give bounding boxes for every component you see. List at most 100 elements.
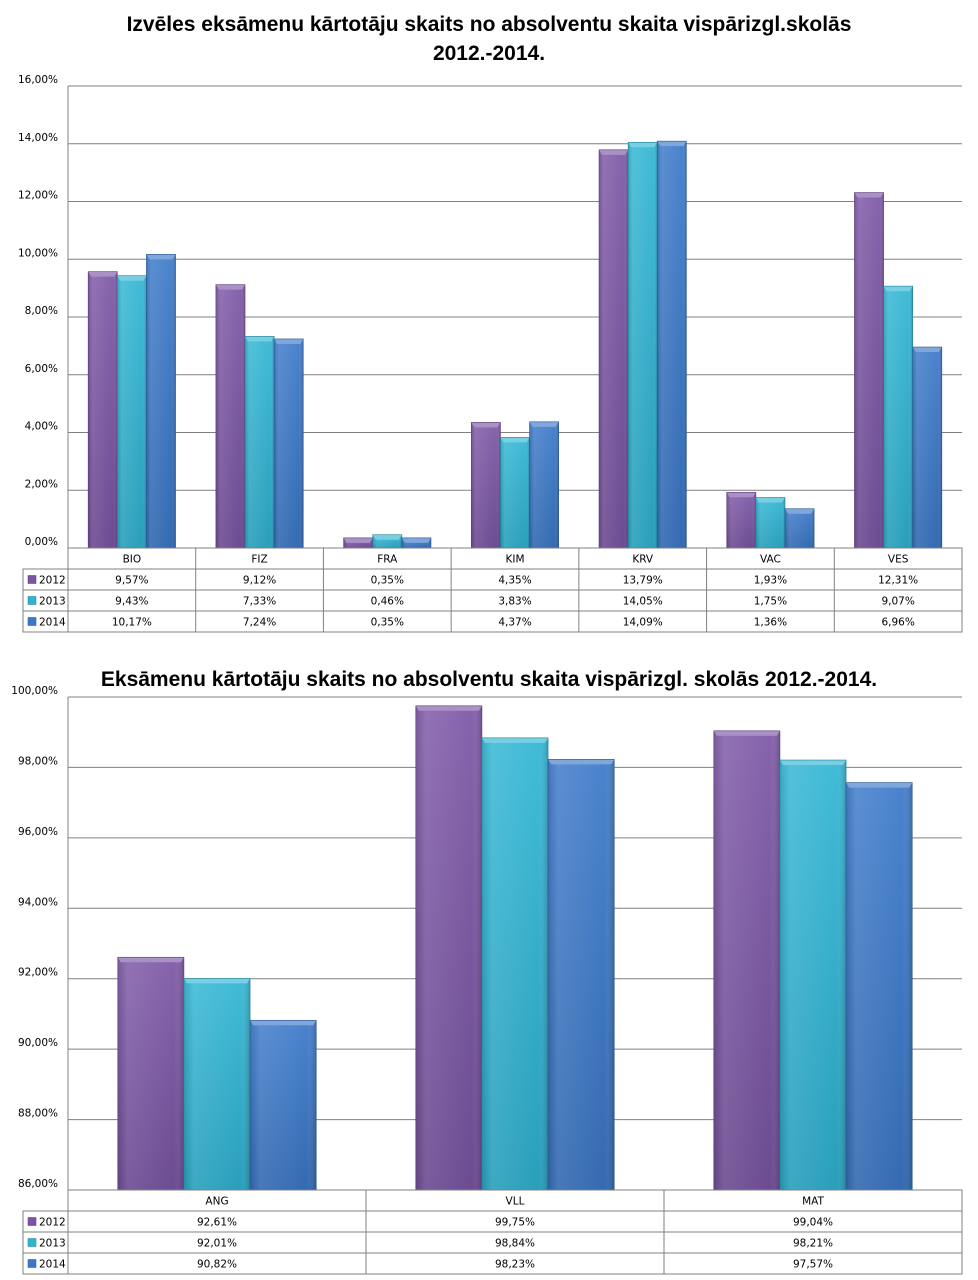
legend-key-2014 bbox=[27, 617, 37, 626]
data-label: 0,35% bbox=[371, 575, 404, 587]
bar-ang-2012 bbox=[117, 956, 185, 1191]
chart-compulsory-exams: Eksāmenu kārtotāju skaits no absolventu … bbox=[0, 655, 978, 1280]
bar-bio-2012 bbox=[87, 271, 118, 549]
bar-fiz-2012 bbox=[215, 284, 246, 549]
bar-kim-2014 bbox=[529, 421, 559, 549]
bar-mat-2012 bbox=[713, 730, 781, 1191]
bar-bio-2013 bbox=[116, 275, 147, 549]
legend-label: 2014 bbox=[39, 617, 66, 629]
data-label: 99,75% bbox=[495, 1217, 535, 1229]
x-category-label: MAT bbox=[802, 1196, 824, 1208]
bar-krv-2013 bbox=[627, 142, 658, 549]
data-label: 7,33% bbox=[243, 596, 276, 608]
x-category-label: VAC bbox=[760, 554, 781, 566]
data-label: 3,83% bbox=[498, 596, 531, 608]
legend-key-2012 bbox=[27, 575, 37, 584]
y-tick-label: 6,00% bbox=[25, 363, 58, 375]
bar-vll-2013 bbox=[481, 737, 549, 1191]
bar-krv-2012 bbox=[598, 149, 629, 549]
data-label: 9,57% bbox=[115, 575, 148, 587]
data-table-header: BIO FIZ FRA KIM KRV VAC VES bbox=[67, 547, 963, 570]
bar-vac-2014 bbox=[784, 508, 815, 549]
data-label: 98,21% bbox=[793, 1238, 833, 1250]
y-tick-label: 4,00% bbox=[25, 421, 58, 433]
data-label: 92,01% bbox=[197, 1238, 237, 1250]
data-label: 1,75% bbox=[754, 596, 787, 608]
legend-key-2013 bbox=[27, 596, 37, 605]
data-label: 4,35% bbox=[498, 575, 531, 587]
bar-fra-2013 bbox=[372, 534, 403, 549]
data-table-row-2013: 2013 92,01% 98,84% 98,21% bbox=[22, 1231, 963, 1254]
data-label: 99,04% bbox=[793, 1217, 833, 1229]
y-tick-label: 0,00% bbox=[25, 536, 58, 548]
x-category-label: BIO bbox=[123, 554, 142, 566]
bar-ang-2014 bbox=[249, 1019, 317, 1191]
bar-kim-2013 bbox=[500, 437, 530, 549]
legend-label: 2013 bbox=[39, 596, 66, 608]
y-tick-label: 16,00% bbox=[18, 74, 58, 86]
chart-canvas: 0,00% 2,00% 4,00% 6,00% 8,00% 10,00% 12,00% 14,… bbox=[18, 74, 963, 633]
data-label: 14,05% bbox=[623, 596, 663, 608]
data-label: 4,37% bbox=[498, 617, 531, 629]
data-label: 9,07% bbox=[881, 596, 914, 608]
x-category-label: KRV bbox=[632, 554, 654, 566]
legend-key-2012 bbox=[27, 1217, 37, 1226]
data-label: 12,31% bbox=[878, 575, 918, 587]
data-label: 92,61% bbox=[197, 1217, 237, 1229]
bar-ves-2013 bbox=[883, 285, 914, 549]
y-tick-label: 96,00% bbox=[18, 826, 58, 838]
y-tick-label: 90,00% bbox=[18, 1037, 58, 1049]
y-tick-label: 94,00% bbox=[18, 896, 58, 908]
chart-title: Izvēles eksāmenu kārtotāju skaits no abs… bbox=[0, 10, 978, 68]
y-tick-label: 98,00% bbox=[18, 755, 58, 767]
y-tick-label: 92,00% bbox=[18, 967, 58, 979]
legend-label: 2012 bbox=[39, 575, 66, 587]
data-table-row-2012: 2012 9,57% 9,12% 0,35% 4,35% 13,79% 1,93% 12,31… bbox=[22, 568, 963, 591]
legend-key-2013 bbox=[27, 1238, 37, 1247]
legend-key-2014 bbox=[27, 1259, 37, 1268]
data-table-row-2013: 2013 9,43% 7,33% 0,46% 3,83% 14,05% 1,75% 9,07% bbox=[22, 589, 963, 612]
data-label: 1,93% bbox=[754, 575, 787, 587]
y-tick-label: 8,00% bbox=[25, 305, 58, 317]
data-label: 98,84% bbox=[495, 1238, 535, 1250]
data-label: 97,57% bbox=[793, 1259, 833, 1271]
bar-kim-2012 bbox=[471, 422, 501, 549]
chart-title-line-1: Eksāmenu kārtotāju skaits no absolventu … bbox=[100, 668, 878, 691]
bar-krv-2014 bbox=[656, 140, 687, 549]
data-label: 90,82% bbox=[197, 1259, 237, 1271]
data-label: 14,09% bbox=[623, 617, 663, 629]
y-tick-label: 10,00% bbox=[18, 247, 58, 259]
x-category-label: VLL bbox=[506, 1196, 525, 1208]
chart-title-line-1: Izvēles eksāmenu kārtotāju skaits no abs… bbox=[126, 13, 852, 36]
bar-ang-2013 bbox=[183, 978, 251, 1191]
data-label: 0,46% bbox=[371, 596, 404, 608]
bar-fra-2014 bbox=[401, 537, 432, 549]
chart-title-line-2: 2012.-2014. bbox=[432, 42, 546, 65]
y-tick-label: 88,00% bbox=[18, 1108, 58, 1120]
data-label: 13,79% bbox=[623, 575, 663, 587]
bar-vac-2012 bbox=[726, 491, 757, 549]
data-label: 6,96% bbox=[881, 617, 914, 629]
y-tick-label: 14,00% bbox=[18, 132, 58, 144]
bar-vll-2012 bbox=[415, 705, 483, 1191]
chart-canvas: 86,00% 88,00% 90,00% 92,00% 94,00% 96,00% 98,0… bbox=[11, 685, 963, 1275]
bar-fra-2012 bbox=[343, 537, 374, 549]
data-label: 10,17% bbox=[112, 617, 152, 629]
bar-ves-2014 bbox=[912, 346, 943, 549]
y-tick-label: 12,00% bbox=[18, 190, 58, 202]
chart-title: Eksāmenu kārtotāju skaits no absolventu … bbox=[0, 665, 978, 694]
y-tick-label: 100,00% bbox=[11, 685, 58, 697]
x-category-label: KIM bbox=[505, 554, 524, 566]
x-category-label: ANG bbox=[205, 1196, 228, 1208]
bar-mat-2014 bbox=[845, 782, 913, 1191]
legend-label: 2012 bbox=[39, 1217, 66, 1229]
chart-elective-exams: Izvēles eksāmenu kārtotāju skaits no abs… bbox=[0, 10, 978, 633]
bar-bio-2014 bbox=[146, 254, 176, 549]
data-label: 98,23% bbox=[495, 1259, 535, 1271]
x-category-label: FIZ bbox=[251, 554, 267, 566]
bar-mat-2013 bbox=[779, 759, 847, 1191]
y-tick-label: 2,00% bbox=[25, 478, 58, 490]
data-label: 9,43% bbox=[115, 596, 148, 608]
data-table-header: ANG VLL MAT bbox=[67, 1189, 963, 1212]
y-tick-label: 86,00% bbox=[18, 1178, 58, 1190]
